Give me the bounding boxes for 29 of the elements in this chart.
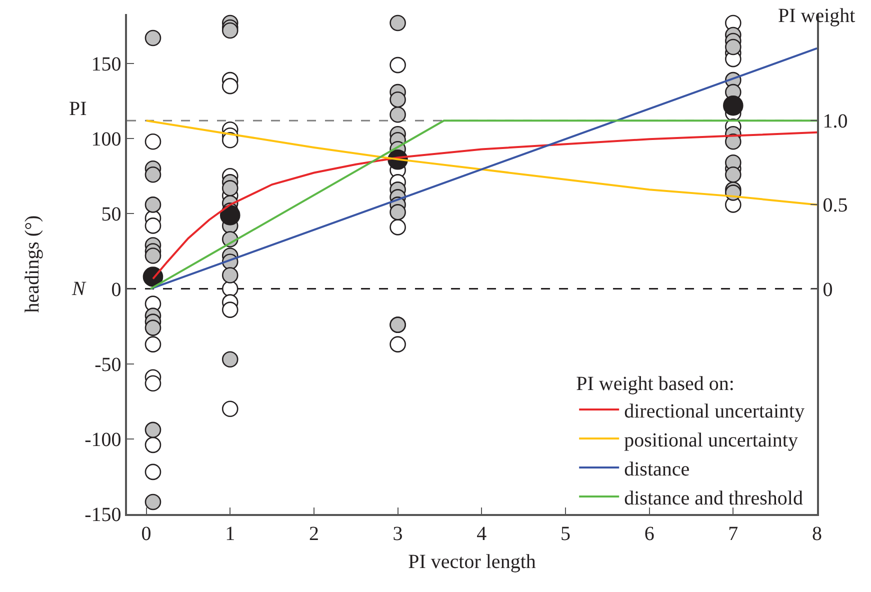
x-tick-label: 8: [812, 522, 822, 545]
y2-axis-title: PI weight: [778, 5, 856, 27]
y2-tick-label: 1.0: [822, 110, 848, 133]
y-tick-label: 100: [91, 128, 122, 151]
y2-tick-label: 0: [822, 278, 833, 301]
legend-label: positional uncertainty: [624, 429, 798, 452]
y-tick-label: -100: [84, 428, 122, 451]
y2-tick-label: 0.5: [822, 194, 848, 217]
ref-line-label: PI: [69, 98, 87, 120]
y-tick-label: 150: [91, 54, 122, 76]
x-axis-title: PI vector length: [408, 550, 536, 573]
y-tick-label: -50: [94, 354, 122, 376]
x-tick-label: 4: [476, 522, 487, 545]
legend-label: directional uncertainty: [624, 400, 805, 422]
x-tick-label: 3: [392, 522, 403, 545]
y-tick-label: 0: [111, 278, 122, 301]
ref-line-label: N: [71, 278, 87, 300]
y-tick-label: 50: [101, 204, 122, 226]
x-tick-label: 0: [141, 522, 152, 545]
legend-label: distance: [624, 458, 690, 480]
y-axis-title: headings (°): [22, 215, 44, 313]
x-tick-label: 7: [728, 522, 738, 545]
x-tick-label: 1: [225, 522, 236, 545]
x-tick-label: 5: [560, 522, 570, 545]
legend-title: PI weight based on:: [576, 373, 734, 395]
x-tick-label: 2: [308, 522, 319, 545]
x-tick-label: 6: [644, 522, 654, 545]
legend-label: distance and threshold: [624, 487, 803, 510]
y-tick-label: -150: [84, 504, 122, 526]
